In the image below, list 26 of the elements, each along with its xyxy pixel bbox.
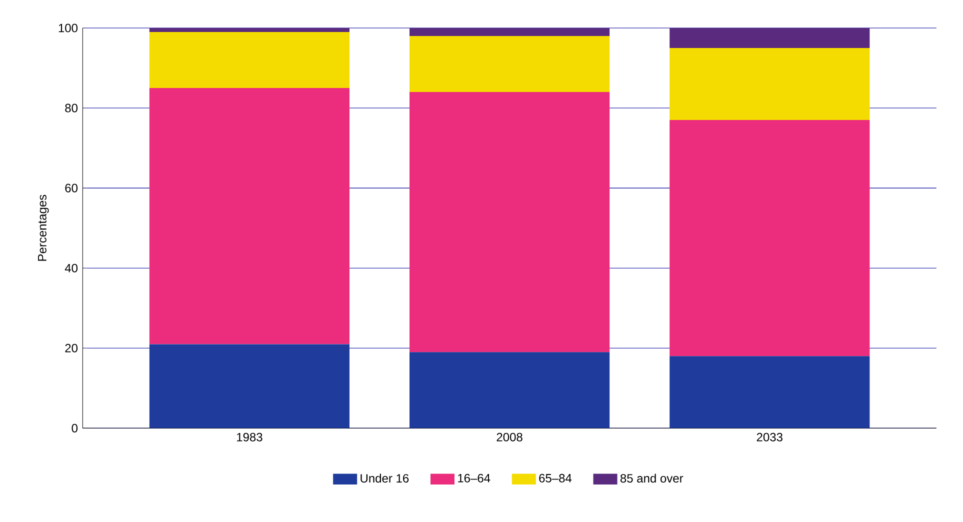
bar <box>670 28 870 48</box>
bar <box>670 356 870 428</box>
bar <box>670 48 870 120</box>
bar <box>149 344 350 428</box>
y-tick-label: 100 <box>58 24 78 32</box>
bar <box>410 36 610 92</box>
legend-label: 65–84 <box>539 474 572 483</box>
y-tick-label: 0 <box>72 424 78 433</box>
bar <box>149 28 350 32</box>
y-axis-title: Percentages <box>38 195 49 262</box>
legend-label: 16–64 <box>458 474 490 483</box>
y-tick-label: 60 <box>65 184 78 193</box>
legend-label: Under 16 <box>360 474 409 483</box>
bar <box>410 352 610 428</box>
x-tick-label: 1983 <box>237 433 262 442</box>
bar <box>670 120 870 356</box>
bar <box>410 92 610 352</box>
bar <box>410 28 610 36</box>
y-tick-label: 20 <box>65 344 78 353</box>
y-tick-label: 40 <box>64 264 78 273</box>
bar <box>149 88 350 344</box>
x-tick-label: 2033 <box>756 433 782 442</box>
bar <box>149 32 350 88</box>
legend-label: 85 and over <box>620 474 684 483</box>
x-tick-label: 2008 <box>496 433 522 442</box>
y-tick-label: 80 <box>65 104 78 113</box>
